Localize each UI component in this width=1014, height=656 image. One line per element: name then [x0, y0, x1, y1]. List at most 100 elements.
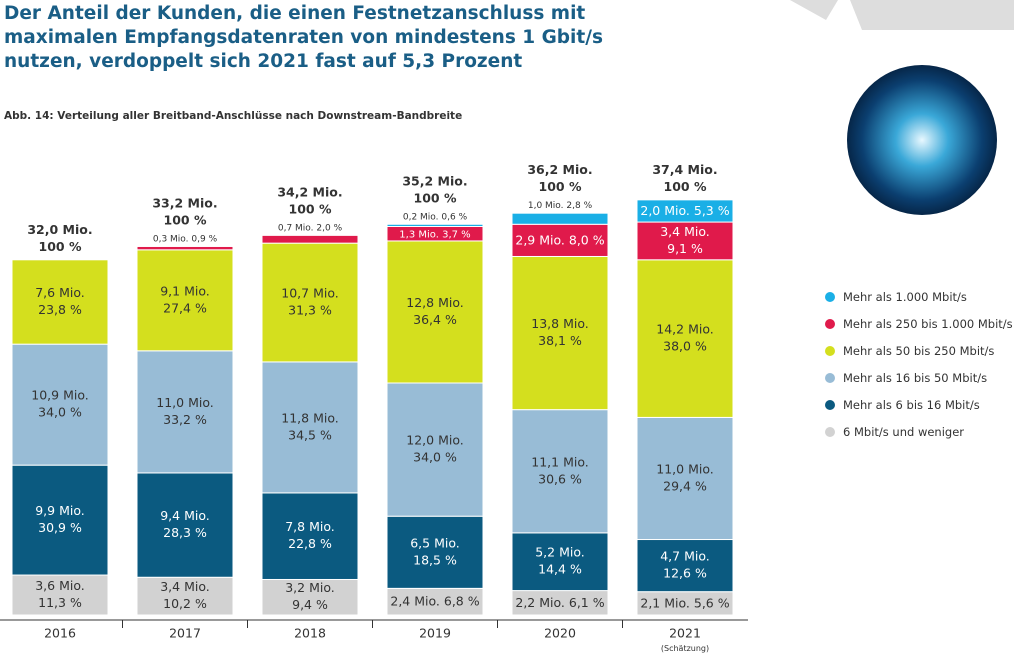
legend-label: 6 Mbit/s und weniger — [843, 425, 964, 439]
share-label: 38,1 % — [538, 333, 582, 348]
data-label: 2,9 Mio. 8,0 % — [515, 232, 604, 247]
chart-subtitle: Abb. 14: Verteilung aller Breitband-Ansc… — [4, 110, 463, 122]
total-share-label: 100 % — [39, 239, 82, 254]
legend-marker — [825, 427, 835, 437]
value-label: 11,0 Mio. — [656, 461, 713, 476]
total-label: 37,4 Mio. — [652, 162, 717, 177]
bar-segment — [136, 576, 234, 616]
decoration — [790, 0, 838, 20]
legend-marker — [825, 346, 835, 356]
share-label: 33,2 % — [163, 412, 207, 427]
total-share-label: 100 % — [539, 179, 582, 194]
share-label: 6,8 % — [444, 594, 480, 609]
share-label: 38,0 % — [663, 339, 707, 354]
data-label: 2,0 Mio. 5,3 % — [640, 203, 729, 218]
fiber-image — [847, 65, 997, 215]
value-label: 3,4 Mio. — [660, 224, 710, 239]
chart-title: Der Anteil der Kunden, die einen Festnet… — [4, 3, 603, 72]
value-label: 7,8 Mio. — [285, 519, 335, 534]
value-label: 1,0 Mio. — [528, 201, 564, 211]
total-label: 33,2 Mio. — [152, 195, 217, 210]
share-label: 30,6 % — [538, 471, 582, 486]
value-label: 3,2 Mio. — [285, 580, 335, 595]
bar-segment — [261, 492, 359, 580]
data-label: 2,2 Mio. 6,1 % — [515, 595, 604, 610]
legend-label: Mehr als 250 bis 1.000 Mbit/s — [843, 317, 1013, 331]
bar-segment — [386, 223, 484, 227]
bar-segment — [136, 249, 234, 352]
data-label: 2,1 Mio. 5,6 % — [640, 595, 729, 610]
bar-segment — [511, 223, 609, 257]
bar-segment — [261, 234, 359, 244]
total-label: 32,0 Mio. — [27, 222, 92, 237]
share-label: 27,4 % — [163, 300, 207, 315]
value-label: 7,6 Mio. — [35, 285, 85, 300]
share-label: 12,6 % — [663, 566, 707, 581]
value-label: 4,7 Mio. — [660, 549, 710, 564]
share-label: 11,3 % — [38, 595, 82, 610]
share-label: 31,3 % — [288, 303, 332, 318]
share-label: 34,0 % — [413, 450, 457, 465]
share-label: 3,7 % — [442, 230, 471, 241]
bar-segment — [386, 515, 484, 589]
legend-marker — [825, 319, 835, 329]
bar-segment — [261, 361, 359, 494]
x-note: (Schätzung) — [661, 644, 709, 653]
bar-segment — [136, 245, 234, 251]
bar-segment — [261, 242, 359, 363]
legend-marker — [825, 400, 835, 410]
legend-marker — [825, 292, 835, 302]
bar-segment — [511, 532, 609, 592]
total-label: 36,2 Mio. — [527, 162, 592, 177]
share-label: 14,4 % — [538, 562, 582, 577]
share-label: 0,9 % — [191, 234, 217, 244]
legend-label: Mehr als 16 bis 50 Mbit/s — [843, 371, 987, 385]
bar-segment — [511, 255, 609, 411]
share-label: 18,5 % — [413, 552, 457, 567]
share-label: 2,0 % — [316, 223, 342, 233]
data-label: 1,3 Mio. 3,7 % — [399, 230, 470, 241]
bar-segment — [261, 578, 359, 616]
value-label: 3,6 Mio. — [35, 578, 85, 593]
bar-segment — [11, 574, 109, 616]
bar-segment — [136, 472, 234, 578]
bar-segment — [386, 240, 484, 384]
value-label: 14,2 Mio. — [656, 322, 713, 337]
value-label: 0,7 Mio. — [278, 223, 314, 233]
data-label: 0,7 Mio. 2,0 % — [278, 223, 343, 233]
share-label: 8,0 % — [569, 232, 605, 247]
value-label: 10,9 Mio. — [31, 388, 88, 403]
value-label: 2,4 Mio. — [390, 594, 440, 609]
share-label: 9,1 % — [667, 241, 703, 256]
bar-segment — [511, 212, 609, 225]
value-label: 9,1 Mio. — [160, 283, 210, 298]
share-label: 34,0 % — [38, 405, 82, 420]
bar-segment — [636, 259, 734, 418]
bar-segment — [386, 587, 484, 616]
share-label: 23,8 % — [38, 302, 82, 317]
x-tick-label: 2020 — [544, 626, 576, 641]
bar-segment — [11, 464, 109, 576]
share-label: 6,1 % — [569, 595, 605, 610]
total-share-label: 100 % — [164, 212, 207, 227]
share-label: 5,6 % — [694, 595, 730, 610]
bar-segment — [136, 350, 234, 474]
legend-label: Mehr als 1.000 Mbit/s — [843, 290, 967, 304]
bar-segment — [11, 259, 109, 345]
data-label: 0,2 Mio. 0,6 % — [403, 212, 468, 222]
value-label: 10,7 Mio. — [281, 286, 338, 301]
bar-segment — [636, 221, 734, 261]
value-label: 2,0 Mio. — [640, 203, 690, 218]
x-tick-label: 2017 — [169, 626, 201, 641]
bar-segment — [511, 590, 609, 616]
share-label: 10,2 % — [163, 596, 207, 611]
value-label: 13,8 Mio. — [531, 316, 588, 331]
value-label: 1,3 Mio. — [399, 230, 439, 241]
value-label: 3,4 Mio. — [160, 579, 210, 594]
share-label: 5,3 % — [694, 203, 730, 218]
share-label: 30,9 % — [38, 520, 82, 535]
share-label: 22,8 % — [288, 536, 332, 551]
total-share-label: 100 % — [664, 179, 707, 194]
